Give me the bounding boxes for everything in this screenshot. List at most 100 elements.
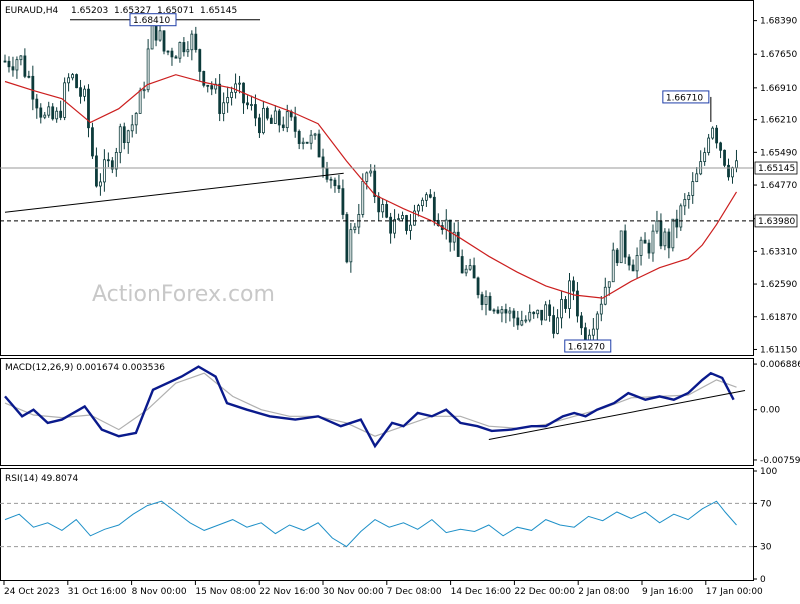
candle-body	[269, 117, 273, 124]
candle-body	[349, 229, 353, 263]
candle-body	[735, 160, 738, 169]
x-tick-label: 22 Dec 00:00	[514, 587, 575, 597]
price-tick-label: 1.63310	[760, 247, 797, 257]
candle-body	[413, 210, 416, 226]
price-tick-label: 1.66210	[760, 116, 797, 126]
candle-body	[675, 218, 679, 228]
candle-body	[516, 317, 520, 326]
candle-body	[254, 104, 257, 119]
candle-body	[273, 110, 277, 124]
rsi-panel-frame	[0, 468, 754, 581]
candle-body	[703, 152, 707, 162]
candle-body	[122, 126, 126, 144]
candle-body	[301, 141, 305, 144]
candle-body	[99, 181, 102, 187]
candle-body	[472, 265, 476, 279]
candle-body	[51, 106, 55, 120]
candle-body	[134, 112, 138, 126]
rsi-tick-label: 100	[760, 467, 777, 477]
candle-body	[715, 127, 718, 144]
candle-body	[102, 159, 106, 183]
annotation-box	[129, 13, 177, 27]
candle-body	[91, 127, 94, 157]
candle-body	[572, 280, 575, 292]
candle-body	[190, 33, 194, 51]
macd-trendline	[488, 389, 746, 440]
candle-body	[87, 88, 90, 129]
candle-body	[277, 110, 281, 126]
candle-body	[35, 98, 39, 109]
candle-body	[309, 134, 313, 144]
price-tick-label: 1.65490	[760, 148, 797, 158]
candle-body	[341, 188, 345, 215]
x-tick-label: 7 Dec 08:00	[387, 587, 442, 597]
candle-body	[719, 142, 722, 151]
candle-body	[138, 90, 142, 114]
x-tick-label: 14 Dec 16:00	[451, 587, 512, 597]
candle-body	[707, 137, 711, 153]
candle-body	[110, 160, 114, 170]
candle-body	[126, 130, 130, 144]
candle-body	[544, 304, 548, 321]
x-tick-label: 31 Oct 16:00	[68, 587, 127, 597]
candle-body	[79, 87, 82, 97]
candle-body	[595, 313, 599, 330]
candle-body	[75, 74, 78, 89]
candle-body	[11, 66, 15, 71]
candle-body	[238, 82, 241, 85]
candle-body	[417, 205, 420, 212]
candle-body	[106, 159, 110, 162]
rsi-title: RSI(14) 49.8074	[5, 474, 78, 484]
candle-body	[679, 205, 683, 228]
candle-body	[460, 256, 464, 274]
candle-body	[329, 178, 333, 181]
candle-body	[210, 85, 214, 90]
candle-body	[452, 231, 456, 243]
candle-body	[389, 216, 393, 234]
candle-body	[265, 107, 269, 119]
candle-body	[226, 97, 230, 104]
candle-body	[663, 231, 667, 247]
candle-body	[198, 49, 202, 72]
ohlc-high: 1.65327	[114, 6, 151, 16]
candle-body	[540, 309, 544, 321]
candle-body	[639, 239, 643, 256]
candle-body	[258, 117, 261, 134]
candle-body	[421, 199, 424, 207]
candle-body	[687, 195, 691, 200]
candle-body	[607, 281, 611, 288]
price-tick-label: 1.64770	[760, 181, 797, 191]
candle-body	[711, 127, 715, 139]
candle-body	[528, 311, 532, 321]
candle-body	[142, 89, 146, 92]
candle-body	[146, 48, 150, 91]
candle-body	[23, 55, 27, 77]
symbol-label: EURAUD,H4	[5, 6, 58, 16]
candle-body	[361, 180, 365, 215]
macd-tick-label: 0.006886	[760, 360, 800, 370]
candle-body	[468, 265, 472, 270]
candle-body	[114, 151, 118, 170]
candle-body	[337, 185, 341, 190]
candle-body	[369, 170, 373, 174]
candle-body	[564, 299, 567, 309]
x-tick-label: 2 Jan 08:00	[578, 587, 630, 597]
rsi-tick-label: 70	[760, 499, 772, 509]
candle-body	[202, 71, 206, 86]
candle-body	[619, 230, 623, 264]
candle-body	[631, 264, 635, 272]
candle-body	[234, 83, 237, 93]
candle-body	[556, 317, 559, 334]
candle-body	[568, 280, 571, 309]
candle-body	[186, 49, 190, 53]
candle-body	[695, 173, 699, 183]
candle-body	[409, 224, 412, 231]
x-tick-label: 30 Nov 00:00	[323, 587, 384, 597]
candle-body	[560, 299, 563, 319]
rsi-tick-label: 0	[760, 575, 766, 585]
candle-body	[456, 231, 460, 257]
price-tick-label: 1.66910	[760, 84, 797, 94]
candle-body	[385, 204, 389, 218]
